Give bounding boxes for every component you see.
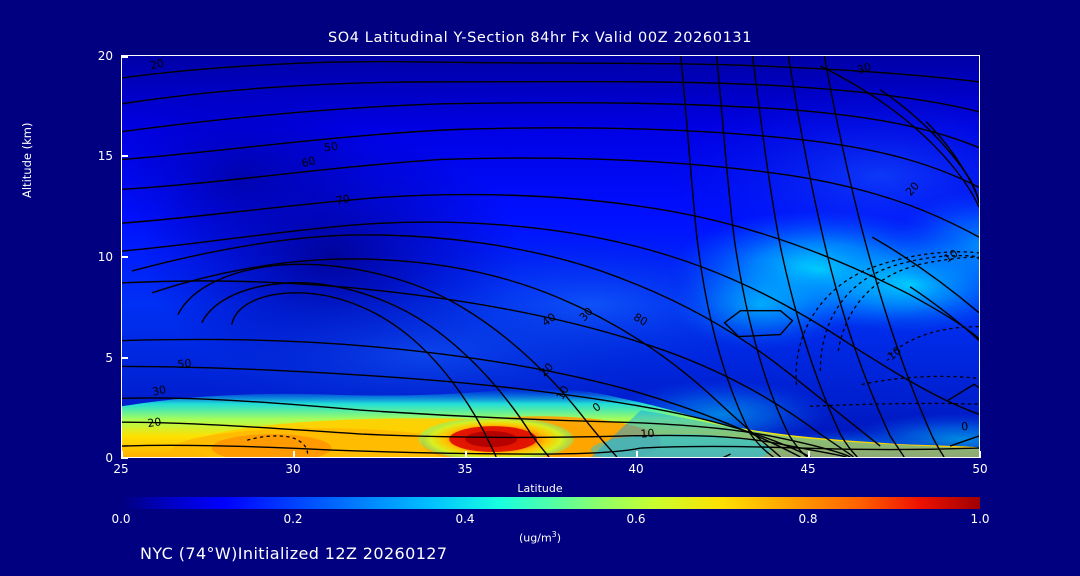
colorbar-units-exponent: 3	[551, 530, 557, 539]
contour-label: 0	[590, 400, 603, 415]
contour-label: 10	[942, 247, 961, 266]
y-axis-label: Altitude (km)	[20, 122, 34, 198]
x-tick-label-25: 25	[113, 462, 129, 476]
contour-label: 70	[335, 192, 351, 207]
x-tick-label-40: 40	[628, 462, 644, 476]
contour-label: 50	[177, 357, 192, 371]
colorbar-tick-1: 0.2	[283, 512, 303, 526]
contour-label: 40	[539, 310, 558, 329]
colorbar-units: (ug/m3)	[0, 530, 1080, 545]
contour-label: 20	[149, 57, 166, 73]
contour-label: 0	[961, 420, 969, 433]
y-tick-label-0: 0	[105, 451, 113, 465]
contour-label: 20	[903, 179, 922, 198]
x-tick-label-45: 45	[800, 462, 816, 476]
x-axis-label: Latitude	[517, 482, 563, 495]
contour-label: 60	[300, 154, 317, 170]
y-tick-label-10: 10	[97, 250, 113, 264]
colorbar-tick-3: 0.6	[626, 512, 646, 526]
contour-label: 30	[856, 60, 873, 76]
contour-label: 20	[537, 360, 556, 379]
colorbar-tick-4: 0.8	[798, 512, 818, 526]
contour-label: 10	[554, 383, 572, 401]
colorbar-tick-2: 0.4	[455, 512, 475, 526]
x-tick-label-35: 35	[457, 462, 473, 476]
colorbar	[121, 497, 980, 509]
y-tick-label-20: 20	[97, 49, 113, 63]
y-tick-label-15: 15	[97, 149, 113, 163]
colorbar-units-prefix: (ug/m	[519, 531, 552, 545]
colorbar-tick-0: 0.0	[111, 512, 131, 526]
figure-caption: NYC (74°W)Initialized 12Z 20260127	[140, 544, 448, 563]
colorbar-tick-5: 1.0	[970, 512, 990, 526]
y-tick-label-5: 5	[105, 351, 113, 365]
colorbar-units-suffix: )	[556, 531, 561, 545]
contour-label: 80	[631, 311, 650, 329]
x-tick-label-50: 50	[972, 462, 988, 476]
x-tick-label-30: 30	[285, 462, 301, 476]
chart-title: SO4 Latitudinal Y-Section 84hr Fx Valid …	[327, 30, 753, 46]
contour-label: 30	[151, 383, 167, 399]
contour-label: -10	[882, 344, 904, 365]
contour-label: 20	[147, 415, 163, 430]
contour-label: 10	[640, 427, 655, 441]
contour-label: 10	[151, 455, 167, 457]
contour-label: 50	[323, 140, 339, 155]
